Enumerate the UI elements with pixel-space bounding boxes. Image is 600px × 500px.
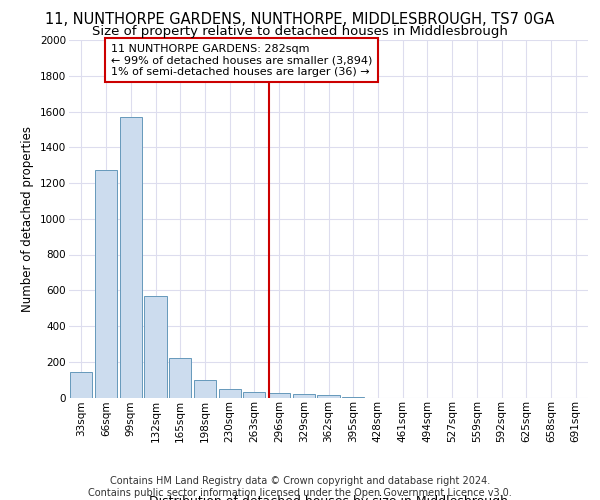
Bar (169, 358, 191, 398)
Bar (194, 380, 216, 398)
Bar (119, 117, 142, 398)
Bar (145, 296, 167, 398)
Text: Size of property relative to detached houses in Middlesbrough: Size of property relative to detached ho… (92, 25, 508, 38)
X-axis label: Distribution of detached houses by size in Middlesbrough: Distribution of detached houses by size … (149, 495, 508, 500)
Bar (95, 170, 117, 398)
Bar (218, 388, 241, 398)
Text: Contains HM Land Registry data © Crown copyright and database right 2024.
Contai: Contains HM Land Registry data © Crown c… (88, 476, 512, 498)
Bar (293, 394, 315, 398)
Bar (70, 372, 92, 398)
Bar (268, 393, 290, 398)
Text: 11, NUNTHORPE GARDENS, NUNTHORPE, MIDDLESBROUGH, TS7 0GA: 11, NUNTHORPE GARDENS, NUNTHORPE, MIDDLE… (46, 12, 554, 28)
Bar (342, 396, 364, 398)
Y-axis label: Number of detached properties: Number of detached properties (22, 126, 34, 312)
Bar (243, 392, 265, 398)
Bar (317, 395, 340, 398)
Text: 11 NUNTHORPE GARDENS: 282sqm
← 99% of detached houses are smaller (3,894)
1% of : 11 NUNTHORPE GARDENS: 282sqm ← 99% of de… (111, 44, 373, 77)
